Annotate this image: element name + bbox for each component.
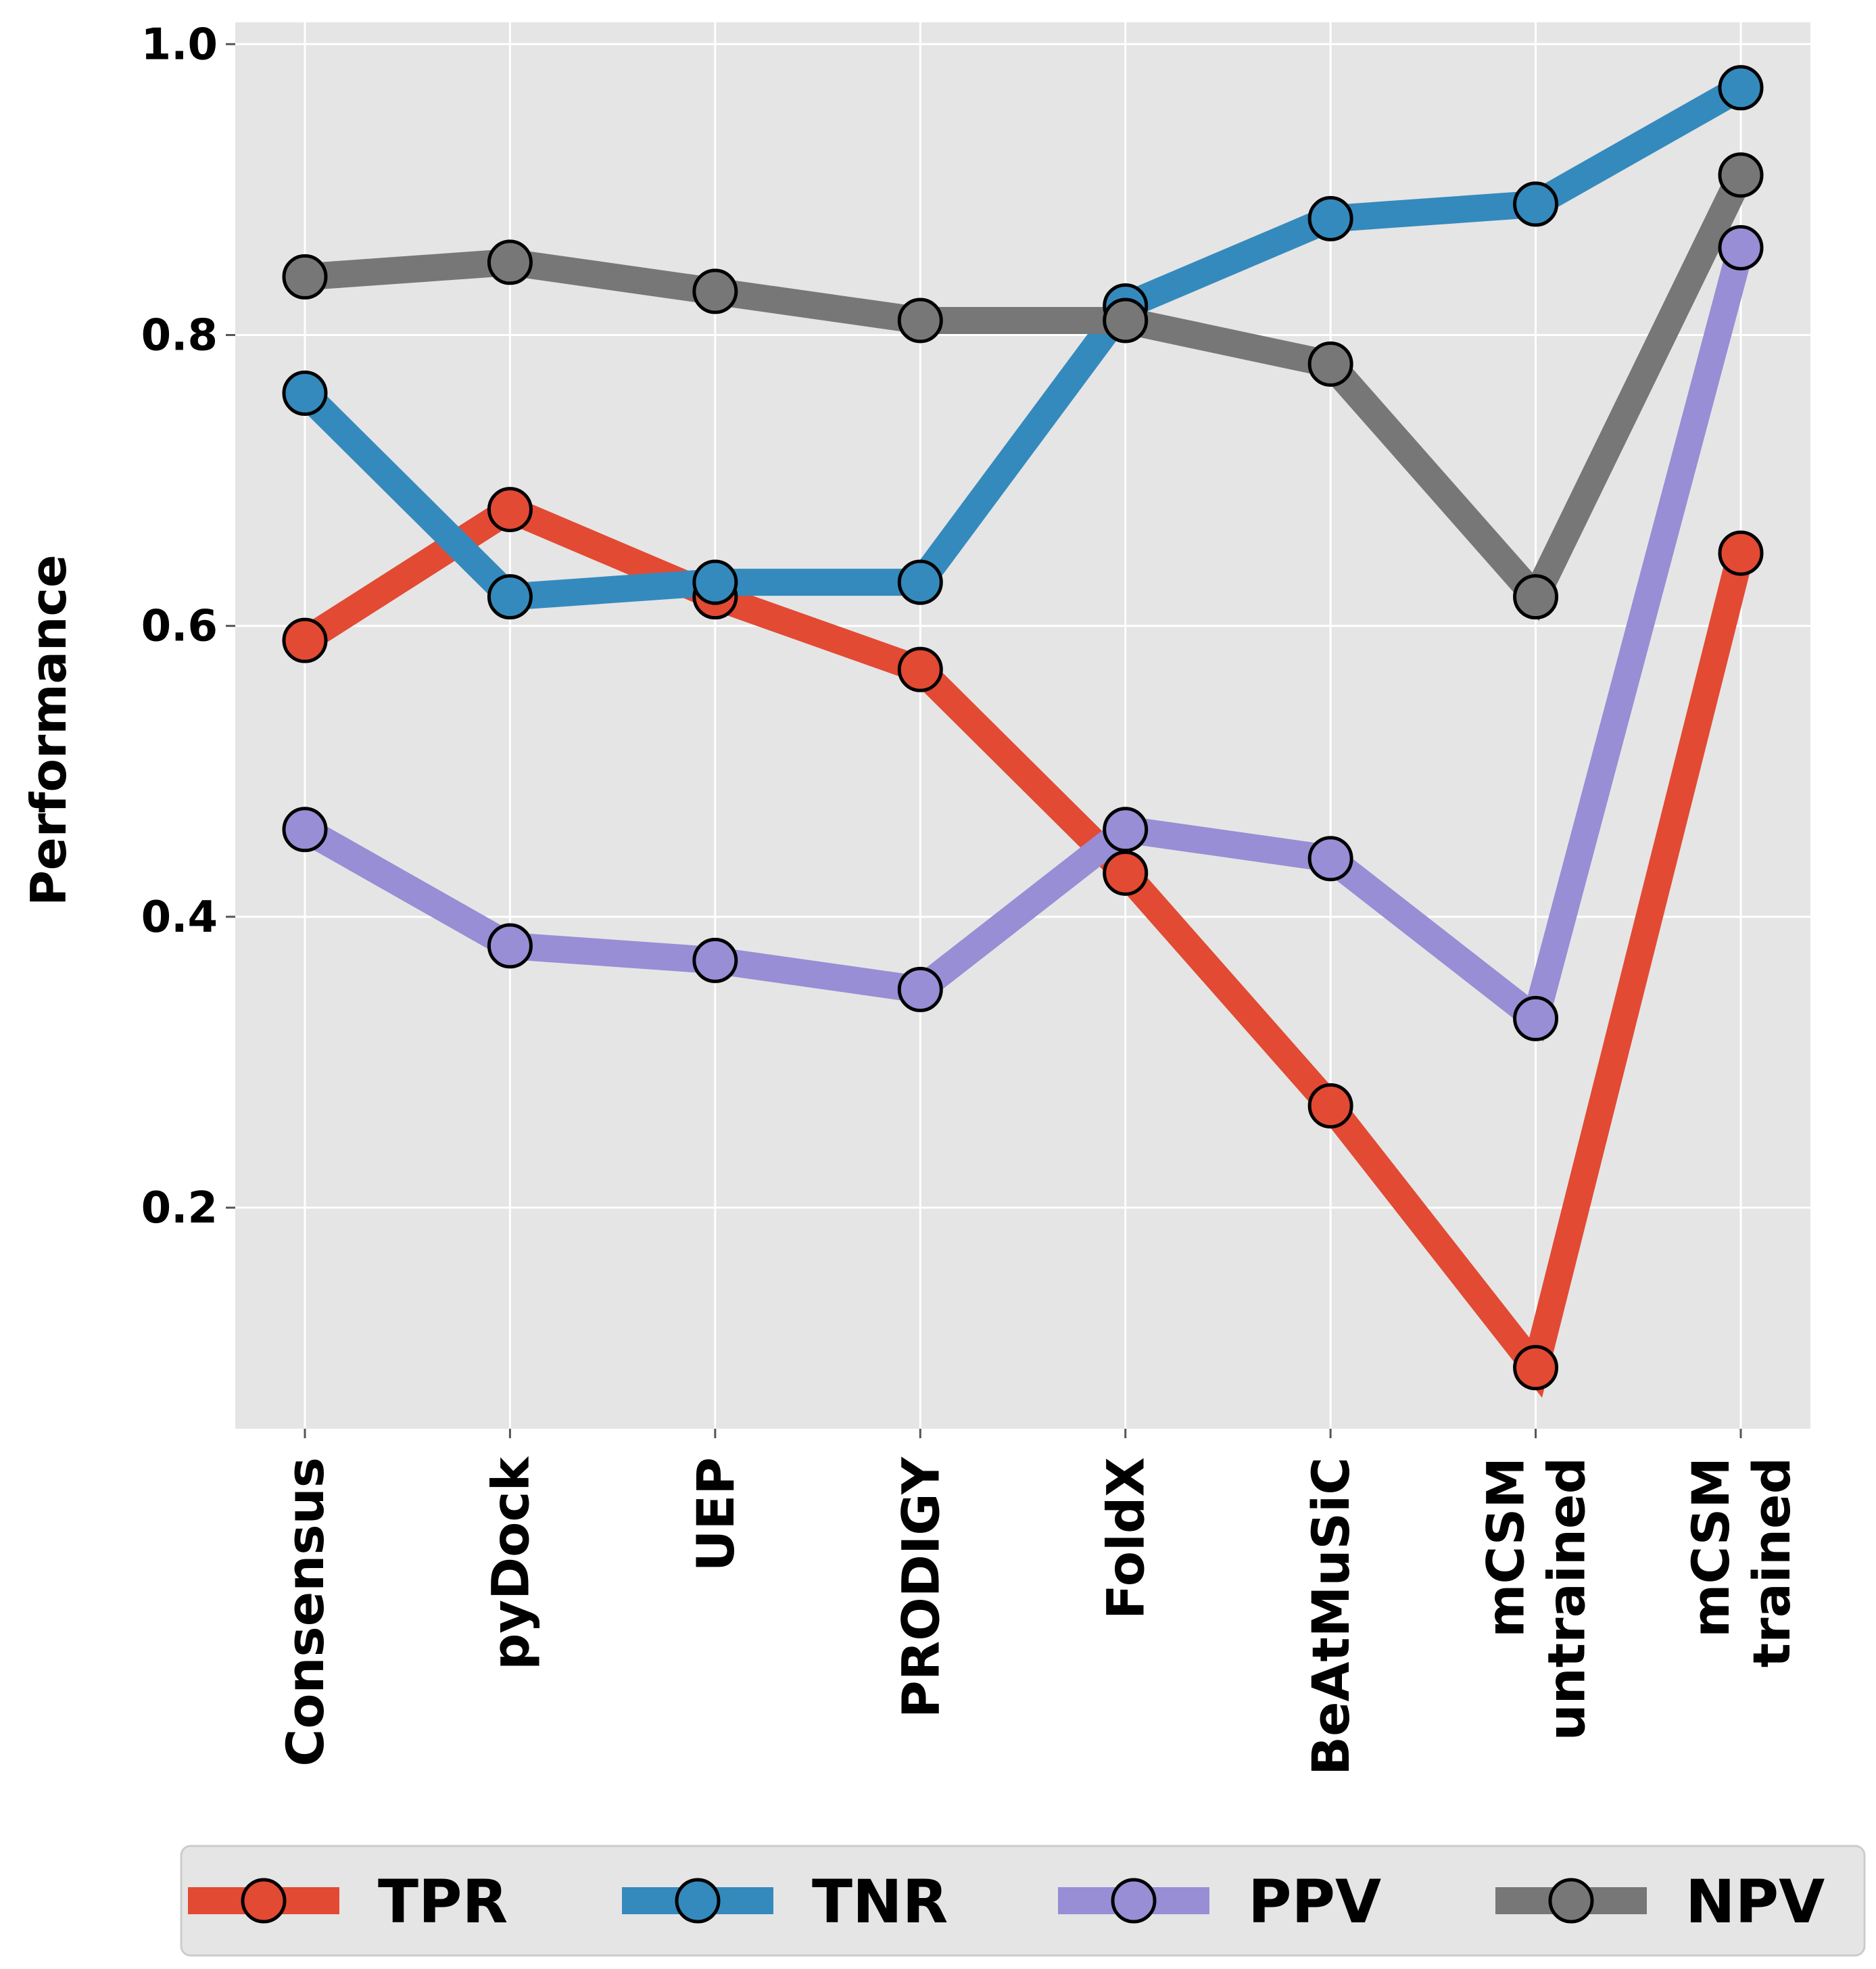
point-npv — [1307, 341, 1353, 387]
legend: TPR TNR PPV NPV — [188, 1867, 1825, 1937]
point-tpr — [1307, 1083, 1353, 1129]
point-ppv — [487, 923, 533, 969]
x-tick-label-line: FoldX — [1096, 1457, 1156, 1619]
point-ppv — [282, 807, 328, 853]
legend-label: TPR — [378, 1867, 508, 1937]
x-tick-label-line: mCSM — [1681, 1457, 1741, 1638]
point-tpr — [1103, 850, 1149, 896]
x-tick-label-line: BeAtMuSiC — [1301, 1457, 1361, 1776]
series-lines — [282, 65, 1764, 1398]
y-tick-label: 0.8 — [141, 310, 218, 360]
legend-item-tpr: TPR — [188, 1867, 508, 1937]
series-line-npv — [304, 169, 1753, 621]
x-tick-label: mCSM untrained — [1476, 1457, 1597, 1740]
point-npv — [282, 254, 328, 300]
series-line-ppv — [298, 244, 1754, 1042]
point-tpr — [897, 646, 943, 692]
y-tick-label: 1.0 — [141, 20, 218, 70]
point-npv — [487, 239, 533, 285]
legend-swatch-marker — [241, 1878, 287, 1924]
y-tick-label: 0.2 — [141, 1183, 218, 1233]
x-tick-label: PRODIGY — [890, 1456, 951, 1718]
point-tnr — [692, 559, 738, 605]
legend-swatch-marker — [675, 1878, 721, 1924]
point-tpr — [1513, 1345, 1559, 1391]
y-tick-label: 0.4 — [141, 893, 218, 943]
legend-box — [180, 1845, 1866, 1957]
x-tick-label-line: pyDock — [480, 1456, 540, 1670]
legend-label: TNR — [812, 1867, 948, 1937]
point-tnr — [487, 574, 533, 620]
point-tnr — [897, 559, 943, 605]
point-ppv — [1103, 807, 1149, 853]
axis-ticks — [226, 43, 1742, 1438]
series-line-tnr — [295, 76, 1748, 611]
point-ppv — [1307, 836, 1353, 882]
point-tpr — [282, 617, 328, 663]
point-npv — [1513, 574, 1559, 620]
y-tick-labels: 0.2 0.4 0.6 0.8 1.0 — [141, 20, 218, 1233]
point-npv — [1103, 298, 1149, 343]
legend-swatch-marker — [1548, 1878, 1594, 1924]
legend-item-ppv: PPV — [1058, 1867, 1381, 1937]
point-tnr — [1718, 65, 1764, 111]
legend-label: NPV — [1685, 1867, 1825, 1937]
x-tick-label-line: Consensus — [275, 1457, 335, 1767]
point-ppv — [897, 966, 943, 1012]
x-tick-label: mCSM trained — [1681, 1457, 1802, 1667]
point-ppv — [1718, 224, 1764, 270]
x-tick-label: Consensus — [275, 1457, 335, 1767]
y-axis-label: Performance — [20, 554, 77, 906]
point-npv — [1718, 152, 1764, 198]
legend-swatch-marker — [1111, 1878, 1157, 1924]
point-ppv — [1513, 995, 1559, 1041]
x-tick-label-line: trained — [1741, 1457, 1802, 1667]
series-line-tpr — [297, 494, 1754, 1398]
x-tick-label-line: PRODIGY — [890, 1456, 951, 1718]
x-tick-label: UEP — [686, 1457, 746, 1571]
legend-item-tnr: TNR — [622, 1867, 948, 1937]
point-tnr — [1513, 181, 1559, 227]
x-tick-label-line: UEP — [686, 1457, 746, 1571]
point-tnr — [1307, 195, 1353, 241]
point-ppv — [692, 937, 738, 983]
point-tnr — [282, 371, 328, 417]
legend-item-npv: NPV — [1495, 1867, 1825, 1937]
x-tick-label: FoldX — [1096, 1457, 1156, 1619]
x-tick-label: BeAtMuSiC — [1301, 1457, 1361, 1776]
point-tpr — [487, 487, 533, 533]
x-tick-label: pyDock — [480, 1456, 540, 1670]
x-tick-label-line: untrained — [1537, 1457, 1597, 1740]
legend-label: PPV — [1248, 1867, 1381, 1937]
x-tick-label-line: mCSM — [1476, 1457, 1536, 1638]
point-tpr — [1718, 530, 1764, 576]
x-tick-labels: Consensus pyDock UEP PRODIGY FoldX BeAtMuSiC m… — [275, 1456, 1802, 1776]
point-npv — [692, 268, 738, 314]
point-npv — [897, 298, 943, 343]
y-tick-label: 0.6 — [141, 602, 218, 652]
